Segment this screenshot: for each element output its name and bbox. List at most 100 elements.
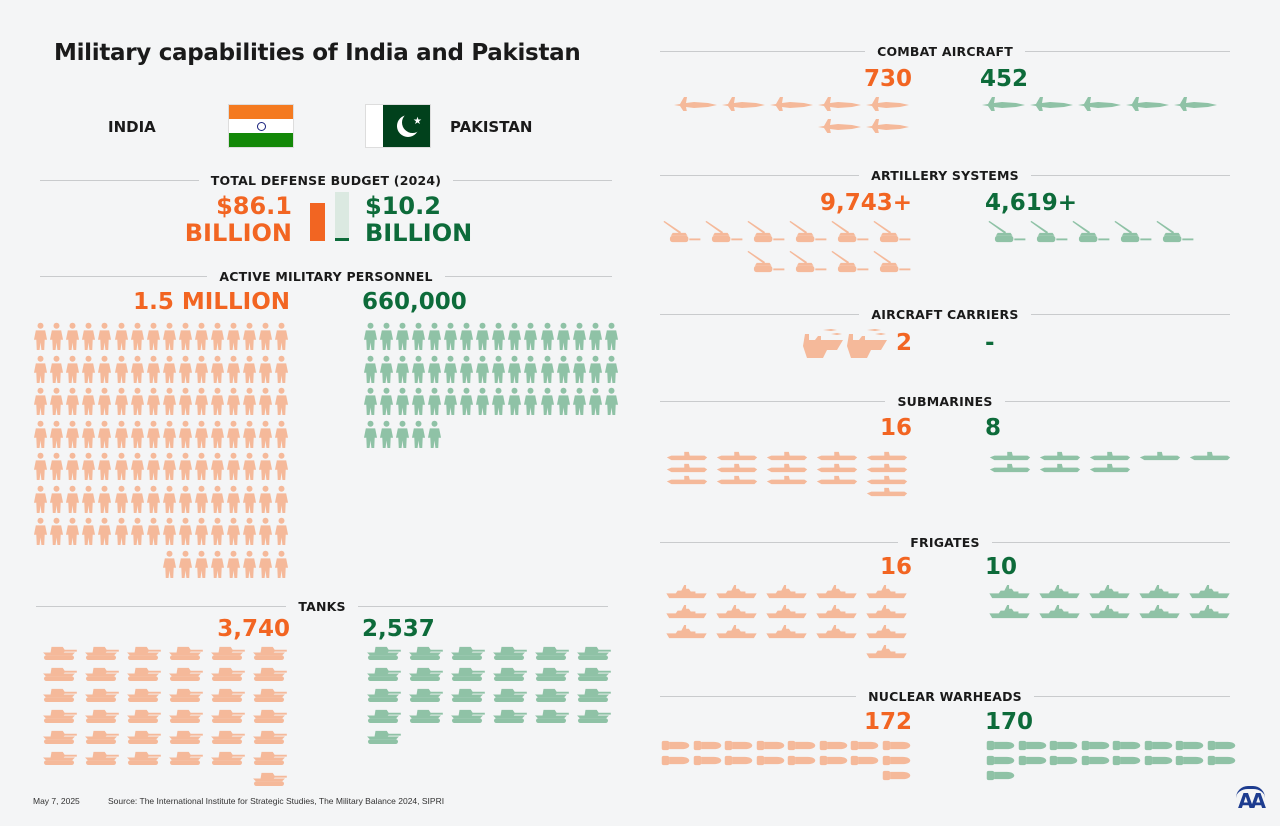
frigate-icon xyxy=(714,624,760,639)
soldier-icon xyxy=(379,322,394,350)
soldier-icon xyxy=(97,387,112,415)
soldier-icon xyxy=(443,355,458,383)
india-label: INDIA xyxy=(108,118,156,136)
soldier-icon xyxy=(274,550,289,578)
soldier-icon xyxy=(411,322,426,350)
submarine-icon xyxy=(1187,451,1233,462)
pakistan-tanks-pictogram xyxy=(362,645,614,750)
jet-icon xyxy=(866,119,910,133)
soldier-icon xyxy=(226,355,241,383)
pakistan-carriers-value: - xyxy=(985,330,995,356)
tank-icon xyxy=(40,666,78,681)
tank-icon xyxy=(490,645,528,660)
jet-icon xyxy=(674,97,718,111)
soldier-icon xyxy=(81,322,96,350)
soldier-icon xyxy=(194,355,209,383)
soldier-icon xyxy=(588,355,603,383)
frigate-icon xyxy=(664,624,710,639)
tank-icon xyxy=(124,687,162,702)
frigate-icon xyxy=(987,604,1033,619)
jet-icon xyxy=(722,97,766,111)
tank-icon xyxy=(448,687,486,702)
page-title: Military capabilities of India and Pakis… xyxy=(54,40,581,66)
tank-icon xyxy=(250,645,288,660)
tank-icon xyxy=(124,645,162,660)
india-artillery-pictogram xyxy=(660,220,912,280)
tank-icon xyxy=(532,687,570,702)
submarine-icon xyxy=(764,475,810,486)
carrier-icon xyxy=(845,328,887,358)
india-budget-unit: BILLION xyxy=(184,219,292,247)
tank-icon xyxy=(208,750,246,765)
india-carriers-value: 2 xyxy=(896,330,913,356)
tank-icon xyxy=(208,645,246,660)
soldier-icon xyxy=(49,517,64,545)
frigate-icon xyxy=(1137,584,1183,599)
india-frigates-pictogram xyxy=(662,584,912,664)
artillery-icon xyxy=(1070,220,1110,244)
submarine-icon xyxy=(1087,451,1133,462)
soldier-icon xyxy=(242,355,257,383)
artillery-icon xyxy=(1028,220,1068,244)
soldier-icon xyxy=(459,322,474,350)
soldier-icon xyxy=(491,322,506,350)
soldier-icon xyxy=(178,355,193,383)
soldier-icon xyxy=(363,355,378,383)
tank-icon xyxy=(250,687,288,702)
frigate-icon xyxy=(987,584,1033,599)
carriers-header: AIRCRAFT CARRIERS xyxy=(660,304,1230,324)
tank-icon xyxy=(166,645,204,660)
soldier-icon xyxy=(97,355,112,383)
soldier-icon xyxy=(33,485,48,513)
submarines-header: SUBMARINES xyxy=(660,391,1231,411)
frigates-header: FRIGATES xyxy=(660,532,1231,552)
soldier-icon xyxy=(226,420,241,448)
tank-icon xyxy=(532,666,570,681)
soldier-icon xyxy=(604,355,619,383)
soldier-icon xyxy=(395,387,410,415)
submarine-icon xyxy=(864,451,910,462)
tank-icon xyxy=(574,687,612,702)
pakistan-budget-unit: BILLION xyxy=(365,219,473,247)
soldier-icon xyxy=(65,420,80,448)
soldier-icon xyxy=(379,420,394,448)
india-aircraft-value: 730 xyxy=(863,66,912,92)
tank-icon xyxy=(364,729,402,744)
frigate-icon xyxy=(664,604,710,619)
soldier-icon xyxy=(210,387,225,415)
frigate-icon xyxy=(1087,604,1133,619)
soldier-icon xyxy=(33,452,48,480)
warhead-icon xyxy=(1018,755,1047,766)
tank-icon xyxy=(574,666,612,681)
soldier-icon xyxy=(395,420,410,448)
frigate-icon xyxy=(864,644,910,659)
soldier-icon xyxy=(178,420,193,448)
pakistan-aircraft-pictogram xyxy=(980,97,1220,119)
submarine-icon xyxy=(814,463,860,474)
soldier-icon xyxy=(97,420,112,448)
soldier-icon xyxy=(81,420,96,448)
tank-icon xyxy=(208,729,246,744)
soldier-icon xyxy=(178,485,193,513)
submarine-icon xyxy=(1087,463,1133,474)
soldier-icon xyxy=(475,355,490,383)
tank-icon xyxy=(532,708,570,723)
soldier-icon xyxy=(162,355,177,383)
tank-icon xyxy=(82,687,120,702)
jet-icon xyxy=(982,97,1026,111)
soldier-icon xyxy=(523,322,538,350)
soldier-icon xyxy=(178,452,193,480)
pakistan-personnel-value: 660,000 xyxy=(362,289,467,315)
tank-icon xyxy=(82,750,120,765)
soldier-icon xyxy=(49,322,64,350)
frigate-icon xyxy=(1037,604,1083,619)
soldier-icon xyxy=(33,387,48,415)
nuclear-header: NUCLEAR WARHEADS xyxy=(660,686,1230,706)
submarine-icon xyxy=(764,463,810,474)
soldier-icon xyxy=(97,452,112,480)
soldier-icon xyxy=(178,387,193,415)
warhead-icon xyxy=(756,755,785,766)
pakistan-flag: ★ xyxy=(365,104,431,148)
submarine-icon xyxy=(814,451,860,462)
aircraft-header: COMBAT AIRCRAFT xyxy=(660,41,1230,61)
